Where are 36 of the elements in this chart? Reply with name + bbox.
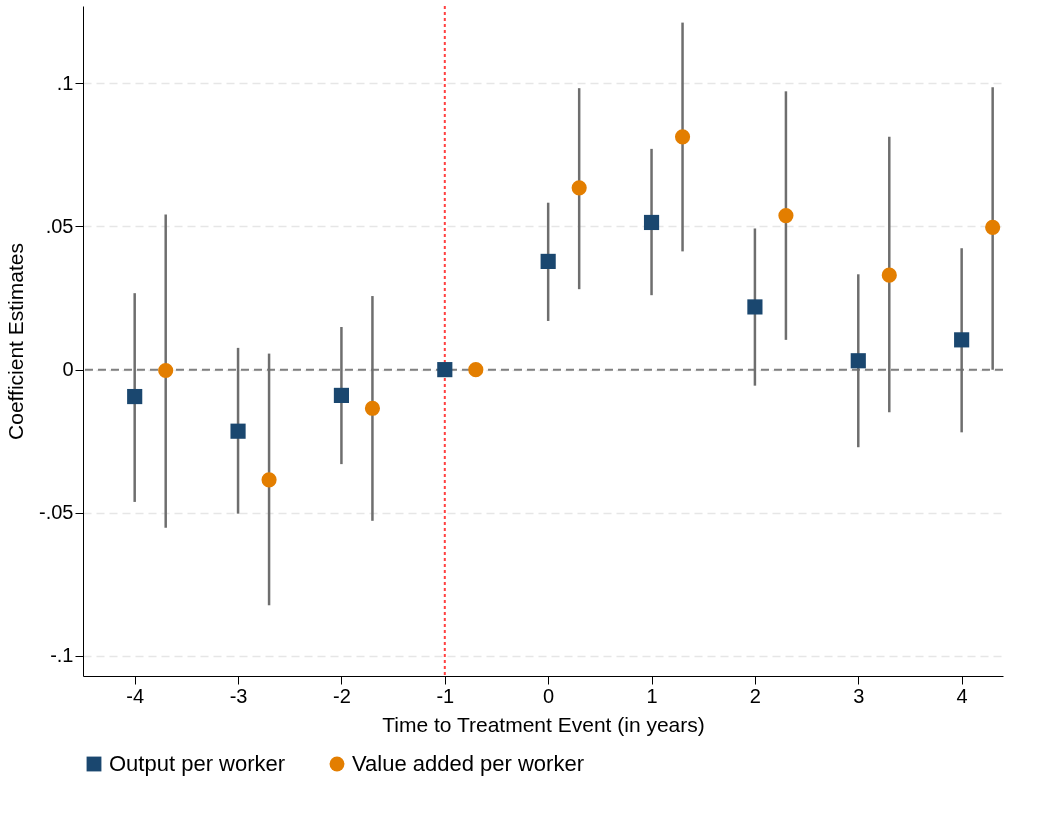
point — [230, 423, 246, 439]
point — [127, 388, 143, 405]
point — [158, 362, 174, 379]
point — [571, 180, 587, 196]
x-tick-label: 1 — [646, 684, 658, 707]
point — [643, 214, 660, 231]
point — [881, 267, 897, 283]
x-tick-label: 2 — [749, 684, 761, 707]
x-tick-label: -2 — [333, 684, 351, 707]
point — [778, 208, 794, 224]
x-tick-label: -3 — [229, 684, 248, 707]
y-tick-label: .1 — [56, 71, 74, 94]
point — [747, 299, 763, 315]
point — [333, 387, 350, 403]
point — [850, 353, 866, 369]
point — [468, 362, 484, 378]
legend-label: Output per worker — [109, 751, 286, 776]
x-tick-label: 4 — [956, 684, 968, 707]
point — [261, 472, 277, 488]
y-tick-label: -.1 — [50, 644, 74, 667]
x-tick-label: -4 — [126, 684, 145, 707]
x-tick-label: 3 — [853, 684, 865, 707]
x-axis-title: Time to Treatment Event (in years) — [382, 712, 705, 736]
legend-label: Value added per worker — [352, 751, 584, 776]
point — [437, 362, 453, 378]
x-tick-label: 0 — [543, 684, 555, 707]
point — [364, 400, 381, 416]
point — [540, 253, 556, 269]
point — [954, 332, 970, 348]
y-tick-label: .05 — [45, 214, 74, 237]
y-axis-title: Coefficient Estimates — [4, 243, 28, 440]
y-tick-label: -.05 — [39, 501, 74, 524]
y-tick-label: 0 — [62, 358, 74, 381]
x-tick-label: -1 — [436, 684, 455, 707]
point — [674, 129, 691, 145]
point — [985, 219, 1001, 235]
